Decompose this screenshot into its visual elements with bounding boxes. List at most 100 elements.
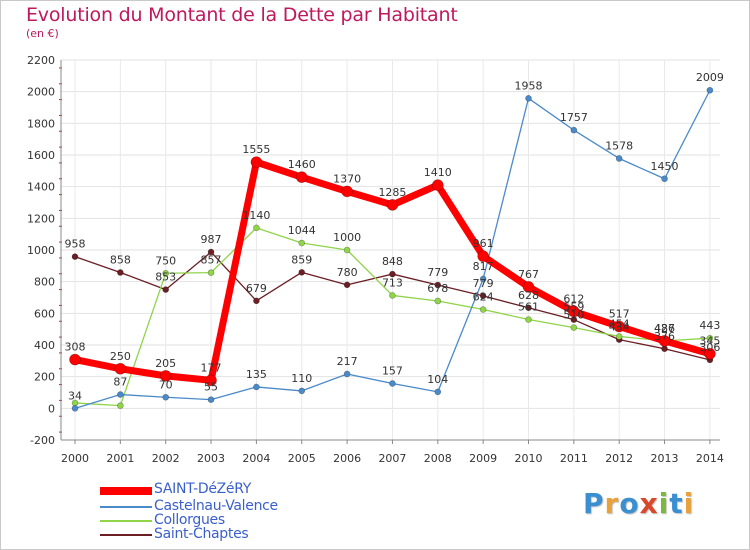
data-label: 87 xyxy=(113,376,127,389)
logo-letter: r xyxy=(604,487,620,520)
data-label: 817 xyxy=(473,260,494,273)
data-point-saint-chaptes xyxy=(71,253,79,260)
data-point-saint-d-z-ry xyxy=(250,156,263,168)
data-label: 1044 xyxy=(288,224,316,237)
data-point-collorgues xyxy=(253,224,260,232)
data-point-collorgues xyxy=(207,269,215,276)
data-label: 510 xyxy=(563,309,584,322)
data-label: 1958 xyxy=(515,79,543,92)
legend-label: Saint-Chaptes xyxy=(154,526,249,542)
data-point-collorgues xyxy=(706,334,714,342)
data-label: 1578 xyxy=(605,139,633,152)
data-label: 750 xyxy=(155,254,176,267)
data-point-collorgues xyxy=(389,292,396,299)
data-point-collorgues xyxy=(117,402,124,409)
data-point-castelnau-valence xyxy=(253,383,260,391)
data-label: 110 xyxy=(291,372,312,385)
data-label: 853 xyxy=(155,271,176,284)
data-point-saint-d-z-ry xyxy=(431,179,444,191)
data-point-saint-d-z-ry xyxy=(658,335,671,347)
x-tick-label: 2008 xyxy=(424,452,452,465)
data-point-saint-d-z-ry xyxy=(386,199,399,211)
data-point-collorgues xyxy=(570,324,578,331)
legend-swatch xyxy=(100,534,152,536)
data-point-saint-d-z-ry xyxy=(704,347,716,360)
data-label: 1370 xyxy=(333,172,361,185)
data-point-collorgues xyxy=(434,297,442,305)
data-label: 987 xyxy=(201,233,222,246)
data-point-collorgues xyxy=(525,316,532,323)
data-label: 1410 xyxy=(424,166,452,179)
data-point-saint-d-z-ry xyxy=(613,320,626,333)
data-point-saint-chaptes xyxy=(298,269,306,276)
data-label: 104 xyxy=(427,373,448,386)
y-tick-label: 1600 xyxy=(27,149,55,162)
data-point-saint-d-z-ry xyxy=(114,362,127,375)
x-tick-label: 2004 xyxy=(242,452,270,465)
x-tick-label: 2001 xyxy=(106,452,134,465)
x-tick-label: 2006 xyxy=(333,452,361,465)
logo-letter: o xyxy=(619,487,640,520)
data-label: 848 xyxy=(382,255,403,268)
x-tick-label: 2003 xyxy=(197,452,225,465)
y-tick-label: -200 xyxy=(30,434,55,447)
data-label: 612 xyxy=(563,292,584,305)
series-castelnau-valence xyxy=(71,86,714,412)
legend-swatch xyxy=(100,520,152,522)
y-tick-label: 1800 xyxy=(27,117,55,130)
x-tick-label: 2000 xyxy=(61,452,89,465)
y-tick-label: 1200 xyxy=(27,212,55,225)
data-point-castelnau-valence xyxy=(570,126,578,134)
legend-swatch xyxy=(100,487,152,495)
data-label: 628 xyxy=(518,289,539,302)
data-point-castelnau-valence xyxy=(71,405,79,412)
data-label: 1450 xyxy=(651,160,679,173)
data-label: 767 xyxy=(518,268,539,281)
data-point-saint-d-z-ry xyxy=(205,374,217,387)
data-point-saint-chaptes xyxy=(117,269,124,276)
data-label: 678 xyxy=(427,282,448,295)
chart-unit: (en €) xyxy=(26,27,59,40)
data-label: 1460 xyxy=(288,158,316,171)
data-label: 443 xyxy=(699,319,720,332)
data-point-castelnau-valence xyxy=(706,86,714,94)
data-point-castelnau-valence xyxy=(661,175,668,183)
data-label: 958 xyxy=(65,238,86,251)
data-label: 679 xyxy=(246,282,267,295)
data-label: 306 xyxy=(699,341,720,354)
data-point-castelnau-valence xyxy=(207,396,215,403)
data-label: 454 xyxy=(609,317,630,330)
data-label: 1000 xyxy=(333,231,361,244)
y-tick-label: 400 xyxy=(34,339,55,352)
y-tick-label: 1000 xyxy=(27,244,55,257)
data-point-collorgues xyxy=(343,246,351,254)
data-label: 205 xyxy=(155,357,176,370)
data-label: 561 xyxy=(518,301,539,314)
chart-title: Evolution du Montant de la Dette par Hab… xyxy=(26,4,458,26)
data-label: 70 xyxy=(159,378,173,391)
data-label: 345 xyxy=(699,335,720,348)
data-point-saint-chaptes xyxy=(434,281,442,289)
data-label: 376 xyxy=(654,330,675,343)
data-label: 779 xyxy=(427,266,448,279)
data-point-saint-chaptes xyxy=(389,270,396,278)
data-point-saint-chaptes xyxy=(207,248,215,256)
data-point-saint-chaptes xyxy=(661,345,668,353)
y-tick-label: 800 xyxy=(34,276,55,289)
logo-letter: t xyxy=(669,487,684,520)
series-layer xyxy=(69,86,716,412)
data-label: 1140 xyxy=(242,209,270,222)
data-point-saint-d-z-ry xyxy=(159,370,172,382)
x-tick-label: 2014 xyxy=(696,452,724,465)
data-label: 2009 xyxy=(696,71,724,84)
x-tick-label: 2002 xyxy=(152,452,180,465)
y-tick-label: 0 xyxy=(48,402,55,415)
logo-letter: i xyxy=(683,487,695,520)
data-label: 34 xyxy=(68,389,82,402)
data-label: 1757 xyxy=(560,111,588,124)
data-point-saint-chaptes xyxy=(479,292,487,300)
data-label: 434 xyxy=(609,321,630,334)
data-point-castelnau-valence xyxy=(615,155,623,162)
axes: -200 0 200 400 600 800 1000 1200 1400 1600 1800 200… xyxy=(27,54,724,465)
logo-letter: x xyxy=(639,487,659,520)
